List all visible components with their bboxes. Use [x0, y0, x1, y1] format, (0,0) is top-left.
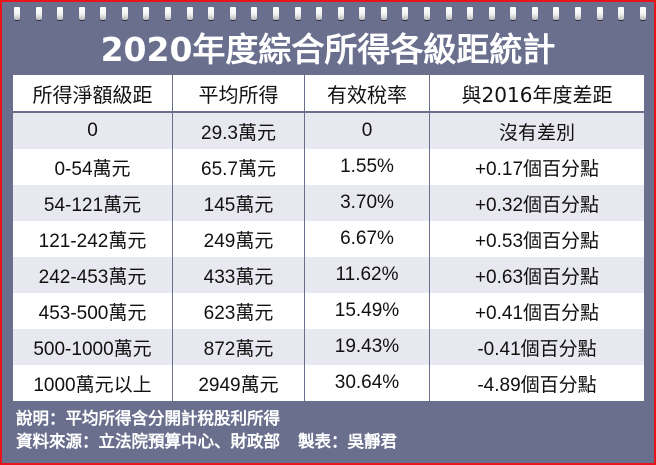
cell-effective-rate: 3.70%: [304, 185, 430, 221]
cell-bracket: 54-121萬元: [12, 185, 173, 221]
cell-effective-rate: 6.67%: [304, 221, 430, 257]
footnotes: 說明：平均所得含分開計稅股利所得 資料來源：立法院預算中心、財政部 製表：吳靜君: [16, 407, 397, 453]
cell-effective-rate: 1.55%: [304, 149, 430, 185]
calendar-ring-icon: [359, 7, 366, 20]
calendar-ring-icon: [143, 7, 150, 20]
infographic-title: 2020年度綜合所得各級距統計: [100, 30, 556, 69]
table-row: 500-1000萬元 872萬元 19.43% -0.41個百分點: [12, 329, 645, 365]
calendar-ring-icon: [337, 7, 344, 20]
cell-effective-rate: 11.62%: [304, 257, 430, 293]
table-row: 1000萬元以上 2949萬元 30.64% -4.89個百分點: [12, 365, 645, 401]
cell-bracket: 0-54萬元: [12, 149, 173, 185]
cell-diff: +0.53個百分點: [429, 221, 645, 257]
cell-bracket: 242-453萬元: [12, 257, 173, 293]
calendar-ring-icon: [402, 7, 409, 20]
cell-avg-income: 65.7萬元: [172, 149, 305, 185]
explanation-note: 說明：平均所得含分開計稅股利所得: [16, 409, 280, 428]
header-avg-income: 平均所得: [172, 75, 305, 113]
source-line: 資料來源：立法院預算中心、財政部 製表：吳靜君: [16, 430, 397, 453]
calendar-ring-icon: [251, 7, 258, 20]
calendar-ring-icon: [639, 7, 646, 20]
cell-bracket: 1000萬元以上: [12, 365, 173, 401]
calendar-ring-icon: [100, 7, 107, 20]
cell-diff: -4.89個百分點: [429, 365, 645, 401]
calendar-ring-icon: [294, 7, 301, 20]
cell-diff: +0.32個百分點: [429, 185, 645, 221]
cell-effective-rate: 15.49%: [304, 293, 430, 329]
cell-diff: +0.41個百分點: [429, 293, 645, 329]
calendar-ring-icon: [208, 7, 215, 20]
cell-avg-income: 433萬元: [172, 257, 305, 293]
cell-bracket: 121-242萬元: [12, 221, 173, 257]
calendar-ring-icon: [510, 7, 517, 20]
cell-effective-rate: 0: [304, 112, 430, 149]
cell-bracket: 500-1000萬元: [12, 329, 173, 365]
calendar-ring-icon: [14, 7, 20, 20]
table-row: 453-500萬元 623萬元 15.49% +0.41個百分點: [12, 293, 645, 329]
cell-diff: -0.41個百分點: [429, 329, 645, 365]
calendar-ring-icon: [423, 7, 430, 20]
cell-effective-rate: 19.43%: [304, 329, 430, 365]
income-bracket-table: 所得淨額級距 平均所得 有效稅率 與2016年度差距 0 29.3萬元 0 沒有…: [12, 75, 645, 401]
calendar-ring-icon: [78, 7, 85, 20]
cell-avg-income: 249萬元: [172, 221, 305, 257]
calendar-ring-icon: [553, 7, 560, 20]
calendar-rings: [14, 7, 646, 21]
cell-avg-income: 29.3萬元: [172, 112, 305, 149]
table-row: 0 29.3萬元 0 沒有差別: [12, 112, 645, 149]
cell-diff: 沒有差別: [429, 112, 645, 149]
table-row: 242-453萬元 433萬元 11.62% +0.63個百分點: [12, 257, 645, 293]
header-diff-2016: 與2016年度差距: [429, 75, 645, 113]
calendar-ring-icon: [229, 7, 236, 20]
calendar-ring-icon: [380, 7, 387, 20]
table-header-row: 所得淨額級距 平均所得 有效稅率 與2016年度差距: [12, 75, 645, 113]
calendar-ring-icon: [186, 7, 193, 20]
table-row: 54-121萬元 145萬元 3.70% +0.32個百分點: [12, 185, 645, 221]
cell-avg-income: 623萬元: [172, 293, 305, 329]
cell-avg-income: 145萬元: [172, 185, 305, 221]
calendar-ring-icon: [316, 7, 323, 20]
cell-effective-rate: 30.64%: [304, 365, 430, 401]
calendar-ring-icon: [272, 7, 279, 20]
cell-avg-income: 872萬元: [172, 329, 305, 365]
calendar-ring-icon: [467, 7, 474, 20]
cell-bracket: 453-500萬元: [12, 293, 173, 329]
calendar-ring-icon: [35, 7, 42, 20]
cell-diff: +0.17個百分點: [429, 149, 645, 185]
calendar-ring-icon: [57, 7, 64, 20]
calendar-ring-icon: [445, 7, 452, 20]
calendar-ring-icon: [596, 7, 603, 20]
calendar-ring-icon: [575, 7, 582, 20]
calendar-ring-icon: [618, 7, 625, 20]
header-bracket: 所得淨額級距: [12, 75, 173, 113]
header-effective-rate: 有效稅率: [304, 75, 430, 113]
calendar-ring-icon: [165, 7, 172, 20]
cell-avg-income: 2949萬元: [172, 365, 305, 401]
calendar-ring-icon: [121, 7, 128, 20]
table-row: 121-242萬元 249萬元 6.67% +0.53個百分點: [12, 221, 645, 257]
source-note: 資料來源：立法院預算中心、財政部: [16, 432, 280, 451]
cell-bracket: 0: [12, 112, 173, 149]
calendar-ring-icon: [531, 7, 538, 20]
calendar-ring-icon: [488, 7, 495, 20]
author-credit: 製表：吳靜君: [298, 432, 397, 451]
cell-diff: +0.63個百分點: [429, 257, 645, 293]
table-row: 0-54萬元 65.7萬元 1.55% +0.17個百分點: [12, 149, 645, 185]
